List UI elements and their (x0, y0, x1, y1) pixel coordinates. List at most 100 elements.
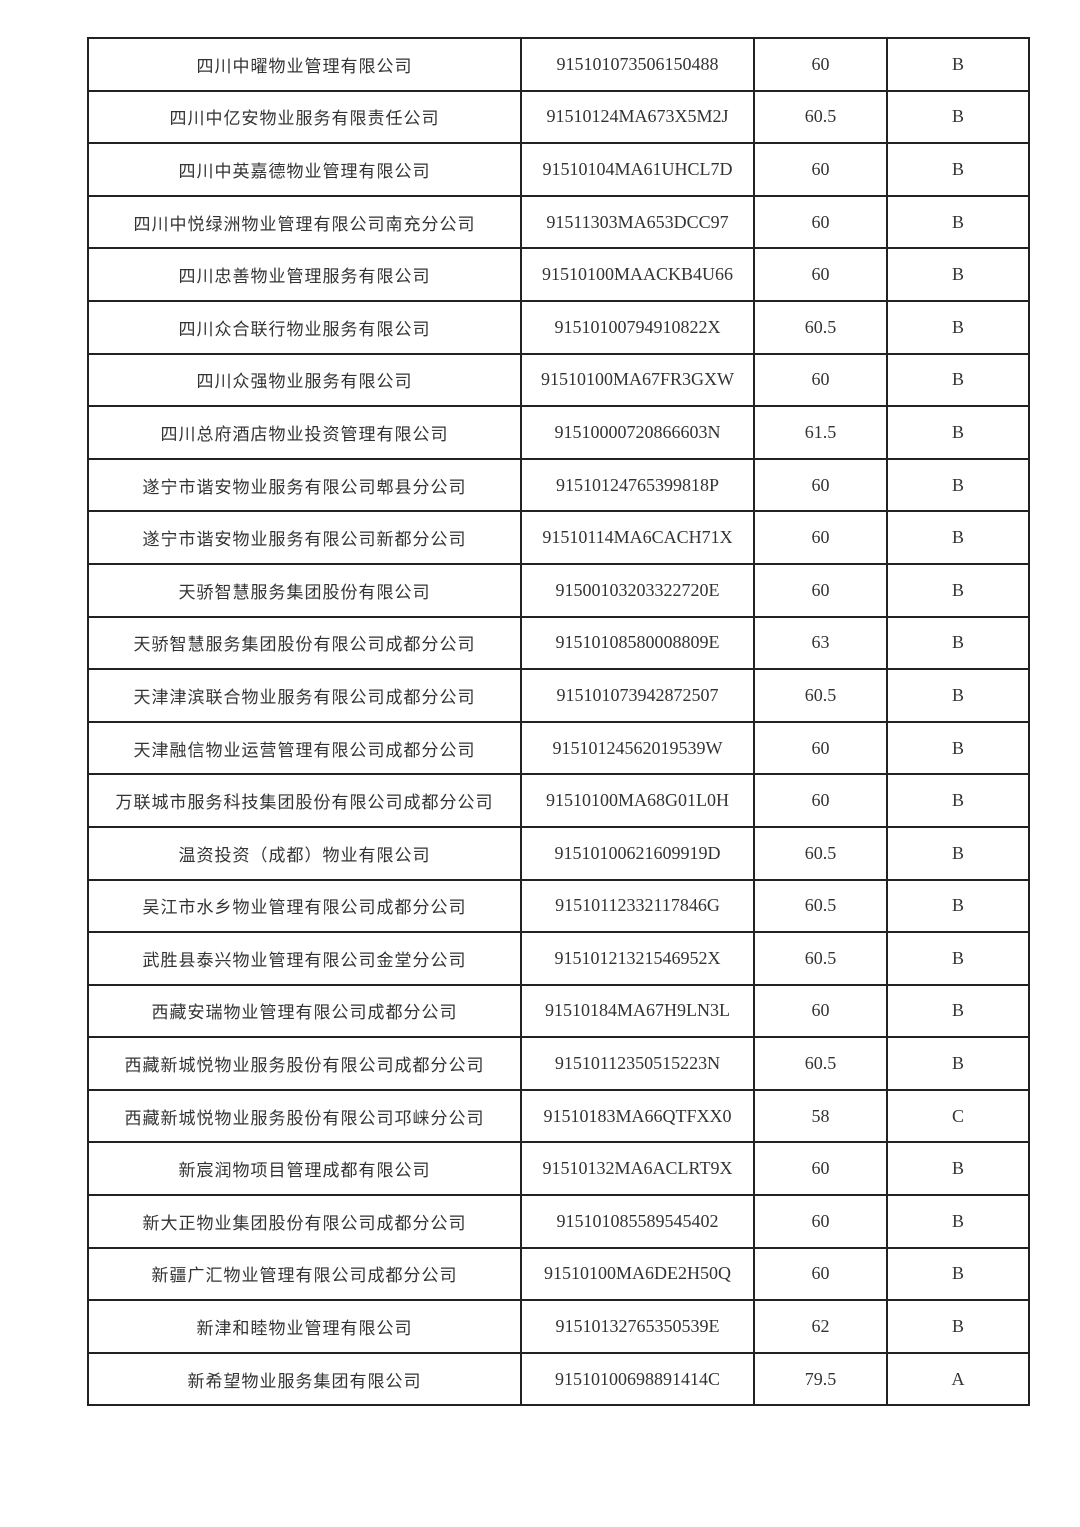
cell-code: 91510132765350539E (520, 1299, 755, 1354)
cell-code: 91510124MA673X5M2J (520, 89, 755, 145)
cell-grade: B (886, 352, 1030, 408)
table-row: 吴江市水乡物业管理有限公司成都分公司 91510112332117846G 60.5… (87, 878, 1030, 934)
table-row: 四川总府酒店物业投资管理有限公司 91510000720866603N 61.5 B (87, 405, 1030, 460)
cell-code: 91510100MA68G01L0H (520, 773, 755, 828)
cell-name: 四川中亿安物业服务有限责任公司 (87, 89, 522, 145)
cell-name: 天津融信物业运营管理有限公司成都分公司 (87, 720, 522, 776)
cell-score: 60 (753, 1194, 888, 1249)
cell-grade: B (886, 37, 1030, 92)
cell-score: 60 (753, 562, 888, 618)
table-row: 四川众合联行物业服务有限公司 91510100794910822X 60.5 B (87, 299, 1030, 355)
table-row: 四川中亿安物业服务有限责任公司 91510124MA673X5M2J 60.5 B (87, 89, 1030, 145)
cell-score: 60 (753, 352, 888, 408)
cell-name: 新津和睦物业管理有限公司 (87, 1299, 522, 1354)
cell-grade: B (886, 615, 1030, 671)
cell-grade: C (886, 1088, 1030, 1144)
cell-code: 91510100698891414C (520, 1351, 755, 1407)
cell-score: 60.5 (753, 878, 888, 934)
cell-score: 60.5 (753, 1036, 888, 1091)
cell-score: 60 (753, 457, 888, 513)
cell-grade: B (886, 773, 1030, 828)
cell-grade: B (886, 825, 1030, 881)
table-row: 西藏新城悦物业服务股份有限公司邛崃分公司 91510183MA66QTFXX0 58… (87, 1088, 1030, 1144)
table-row: 遂宁市谐安物业服务有限公司新都分公司 91510114MA6CACH71X 60 B (87, 510, 1030, 565)
table-body: 四川中曜物业管理有限公司 915101073506150488 60 B 四川中亿安物业… (87, 37, 1030, 1407)
credit-rating-table: 四川中曜物业管理有限公司 915101073506150488 60 B 四川中亿安物业… (87, 37, 1030, 1407)
cell-grade: B (886, 405, 1030, 460)
table-row: 四川中悦绿洲物业管理有限公司南充分公司 91511303MA653DCC97 60 B (87, 194, 1030, 250)
cell-code: 91510114MA6CACH71X (520, 510, 755, 565)
cell-name: 四川忠善物业管理服务有限公司 (87, 247, 522, 302)
cell-grade: B (886, 562, 1030, 618)
table-row: 西藏安瑞物业管理有限公司成都分公司 91510184MA67H9LN3L 60 B (87, 983, 1030, 1039)
cell-score: 60.5 (753, 299, 888, 355)
cell-code: 91510100621609919D (520, 825, 755, 881)
cell-code: 91510100794910822X (520, 299, 755, 355)
table-row: 温资投资（成都）物业有限公司 91510100621609919D 60.5 B (87, 825, 1030, 881)
cell-grade: B (886, 983, 1030, 1039)
cell-grade: B (886, 510, 1030, 565)
cell-code: 91510100MAACKB4U66 (520, 247, 755, 302)
cell-grade: B (886, 299, 1030, 355)
cell-grade: B (886, 1194, 1030, 1249)
cell-grade: B (886, 89, 1030, 145)
table-row: 四川众强物业服务有限公司 91510100MA67FR3GXW 60 B (87, 352, 1030, 408)
cell-name: 新大正物业集团股份有限公司成都分公司 (87, 1194, 522, 1249)
cell-score: 60 (753, 720, 888, 776)
cell-score: 60 (753, 247, 888, 302)
cell-code: 91511303MA653DCC97 (520, 194, 755, 250)
cell-code: 91510121321546952X (520, 931, 755, 986)
cell-code: 91510112332117846G (520, 878, 755, 934)
cell-code: 91510112350515223N (520, 1036, 755, 1091)
cell-grade: B (886, 931, 1030, 986)
cell-score: 60.5 (753, 89, 888, 145)
cell-score: 60 (753, 510, 888, 565)
table-row: 天津津滨联合物业服务有限公司成都分公司 915101073942872507 60.… (87, 668, 1030, 723)
cell-grade: B (886, 457, 1030, 513)
cell-score: 60 (753, 1246, 888, 1302)
cell-name: 天津津滨联合物业服务有限公司成都分公司 (87, 668, 522, 723)
cell-grade: B (886, 720, 1030, 776)
cell-code: 91510124562019539W (520, 720, 755, 776)
cell-code: 915101073506150488 (520, 37, 755, 92)
table-row: 新津和睦物业管理有限公司 91510132765350539E 62 B (87, 1299, 1030, 1354)
cell-grade: B (886, 247, 1030, 302)
table-row: 万联城市服务科技集团股份有限公司成都分公司 91510100MA68G01L0H 6… (87, 773, 1030, 828)
table-row: 武胜县泰兴物业管理有限公司金堂分公司 91510121321546952X 60.5… (87, 931, 1030, 986)
cell-name: 新宸润物项目管理成都有限公司 (87, 1141, 522, 1197)
cell-code: 91510000720866603N (520, 405, 755, 460)
cell-code: 91510100MA6DE2H50Q (520, 1246, 755, 1302)
cell-code: 91510132MA6ACLRT9X (520, 1141, 755, 1197)
cell-grade: B (886, 878, 1030, 934)
cell-code: 915101073942872507 (520, 668, 755, 723)
table-row: 天津融信物业运营管理有限公司成都分公司 91510124562019539W 60 B (87, 720, 1030, 776)
cell-name: 天骄智慧服务集团股份有限公司成都分公司 (87, 615, 522, 671)
cell-code: 91510184MA67H9LN3L (520, 983, 755, 1039)
cell-grade: B (886, 1141, 1030, 1197)
cell-code: 915101085589545402 (520, 1194, 755, 1249)
cell-score: 79.5 (753, 1351, 888, 1407)
cell-name: 四川众强物业服务有限公司 (87, 352, 522, 408)
cell-grade: B (886, 1299, 1030, 1354)
cell-name: 四川总府酒店物业投资管理有限公司 (87, 405, 522, 460)
cell-code: 91510183MA66QTFXX0 (520, 1088, 755, 1144)
cell-name: 温资投资（成都）物业有限公司 (87, 825, 522, 881)
cell-name: 新希望物业服务集团有限公司 (87, 1351, 522, 1407)
table-row: 天骄智慧服务集团股份有限公司成都分公司 91510108580008809E 63 B (87, 615, 1030, 671)
cell-grade: B (886, 668, 1030, 723)
table-row: 四川忠善物业管理服务有限公司 91510100MAACKB4U66 60 B (87, 247, 1030, 302)
cell-score: 60 (753, 983, 888, 1039)
cell-name: 四川中曜物业管理有限公司 (87, 37, 522, 92)
cell-score: 60.5 (753, 931, 888, 986)
cell-name: 武胜县泰兴物业管理有限公司金堂分公司 (87, 931, 522, 986)
cell-name: 四川中英嘉德物业管理有限公司 (87, 142, 522, 197)
cell-score: 60 (753, 773, 888, 828)
cell-name: 天骄智慧服务集团股份有限公司 (87, 562, 522, 618)
cell-name: 新疆广汇物业管理有限公司成都分公司 (87, 1246, 522, 1302)
cell-score: 60 (753, 142, 888, 197)
cell-name: 四川中悦绿洲物业管理有限公司南充分公司 (87, 194, 522, 250)
cell-score: 60 (753, 1141, 888, 1197)
cell-name: 西藏新城悦物业服务股份有限公司邛崃分公司 (87, 1088, 522, 1144)
table-row: 新希望物业服务集团有限公司 91510100698891414C 79.5 A (87, 1351, 1030, 1407)
table-row: 新宸润物项目管理成都有限公司 91510132MA6ACLRT9X 60 B (87, 1141, 1030, 1197)
